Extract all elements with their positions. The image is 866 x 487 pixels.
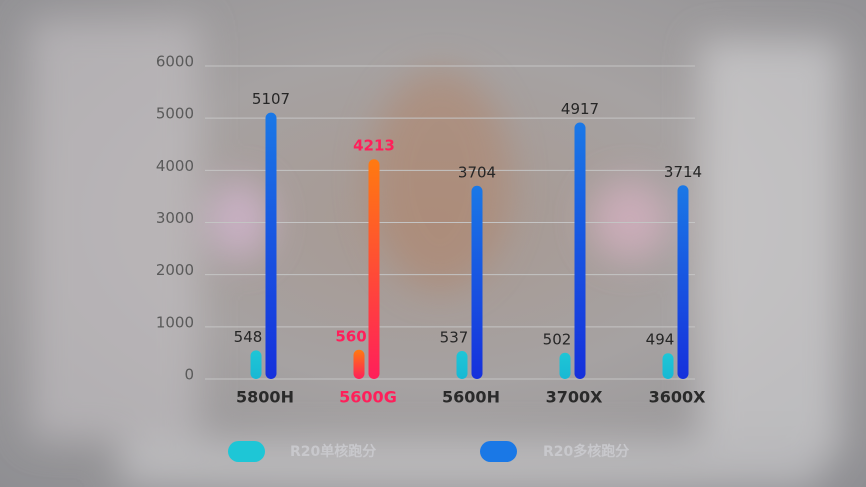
x-tick-label: 3700X <box>546 388 604 407</box>
y-tick-label: 6000 <box>156 53 194 71</box>
y-tick-label: 0 <box>184 366 194 384</box>
value-label: 548 <box>234 328 263 346</box>
value-label: 537 <box>440 328 469 346</box>
bar <box>250 350 262 379</box>
bar <box>677 185 689 379</box>
value-label: 502 <box>543 330 572 348</box>
value-label: 560 <box>335 327 366 345</box>
value-label: 4213 <box>353 137 395 155</box>
y-tick-label: 3000 <box>156 209 194 227</box>
x-tick-label: 5600G <box>339 388 397 407</box>
legend-swatch <box>480 441 517 462</box>
y-tick-label: 5000 <box>156 105 194 123</box>
y-tick-label: 1000 <box>156 313 194 331</box>
bar <box>353 349 365 379</box>
bar <box>559 352 571 379</box>
bar <box>471 185 483 379</box>
legend-label: R20单核跑分 <box>290 443 376 460</box>
bar <box>662 353 674 379</box>
x-tick-label: 5600H <box>442 388 500 407</box>
legend-label: R20多核跑分 <box>543 443 629 460</box>
x-tick-label: 5800H <box>236 388 294 407</box>
bar <box>368 159 380 379</box>
value-label: 3704 <box>458 163 496 181</box>
bar <box>265 112 277 379</box>
y-tick-label: 4000 <box>156 157 194 175</box>
value-label: 3714 <box>664 163 702 181</box>
x-tick-label: 3600X <box>649 388 707 407</box>
value-label: 4917 <box>561 100 599 118</box>
legend-swatch <box>228 441 265 462</box>
bar <box>456 350 468 379</box>
value-label: 494 <box>646 331 675 349</box>
blurred-photo <box>30 20 840 487</box>
value-label: 5107 <box>252 90 290 108</box>
y-tick-label: 2000 <box>156 261 194 279</box>
bar <box>574 122 586 380</box>
